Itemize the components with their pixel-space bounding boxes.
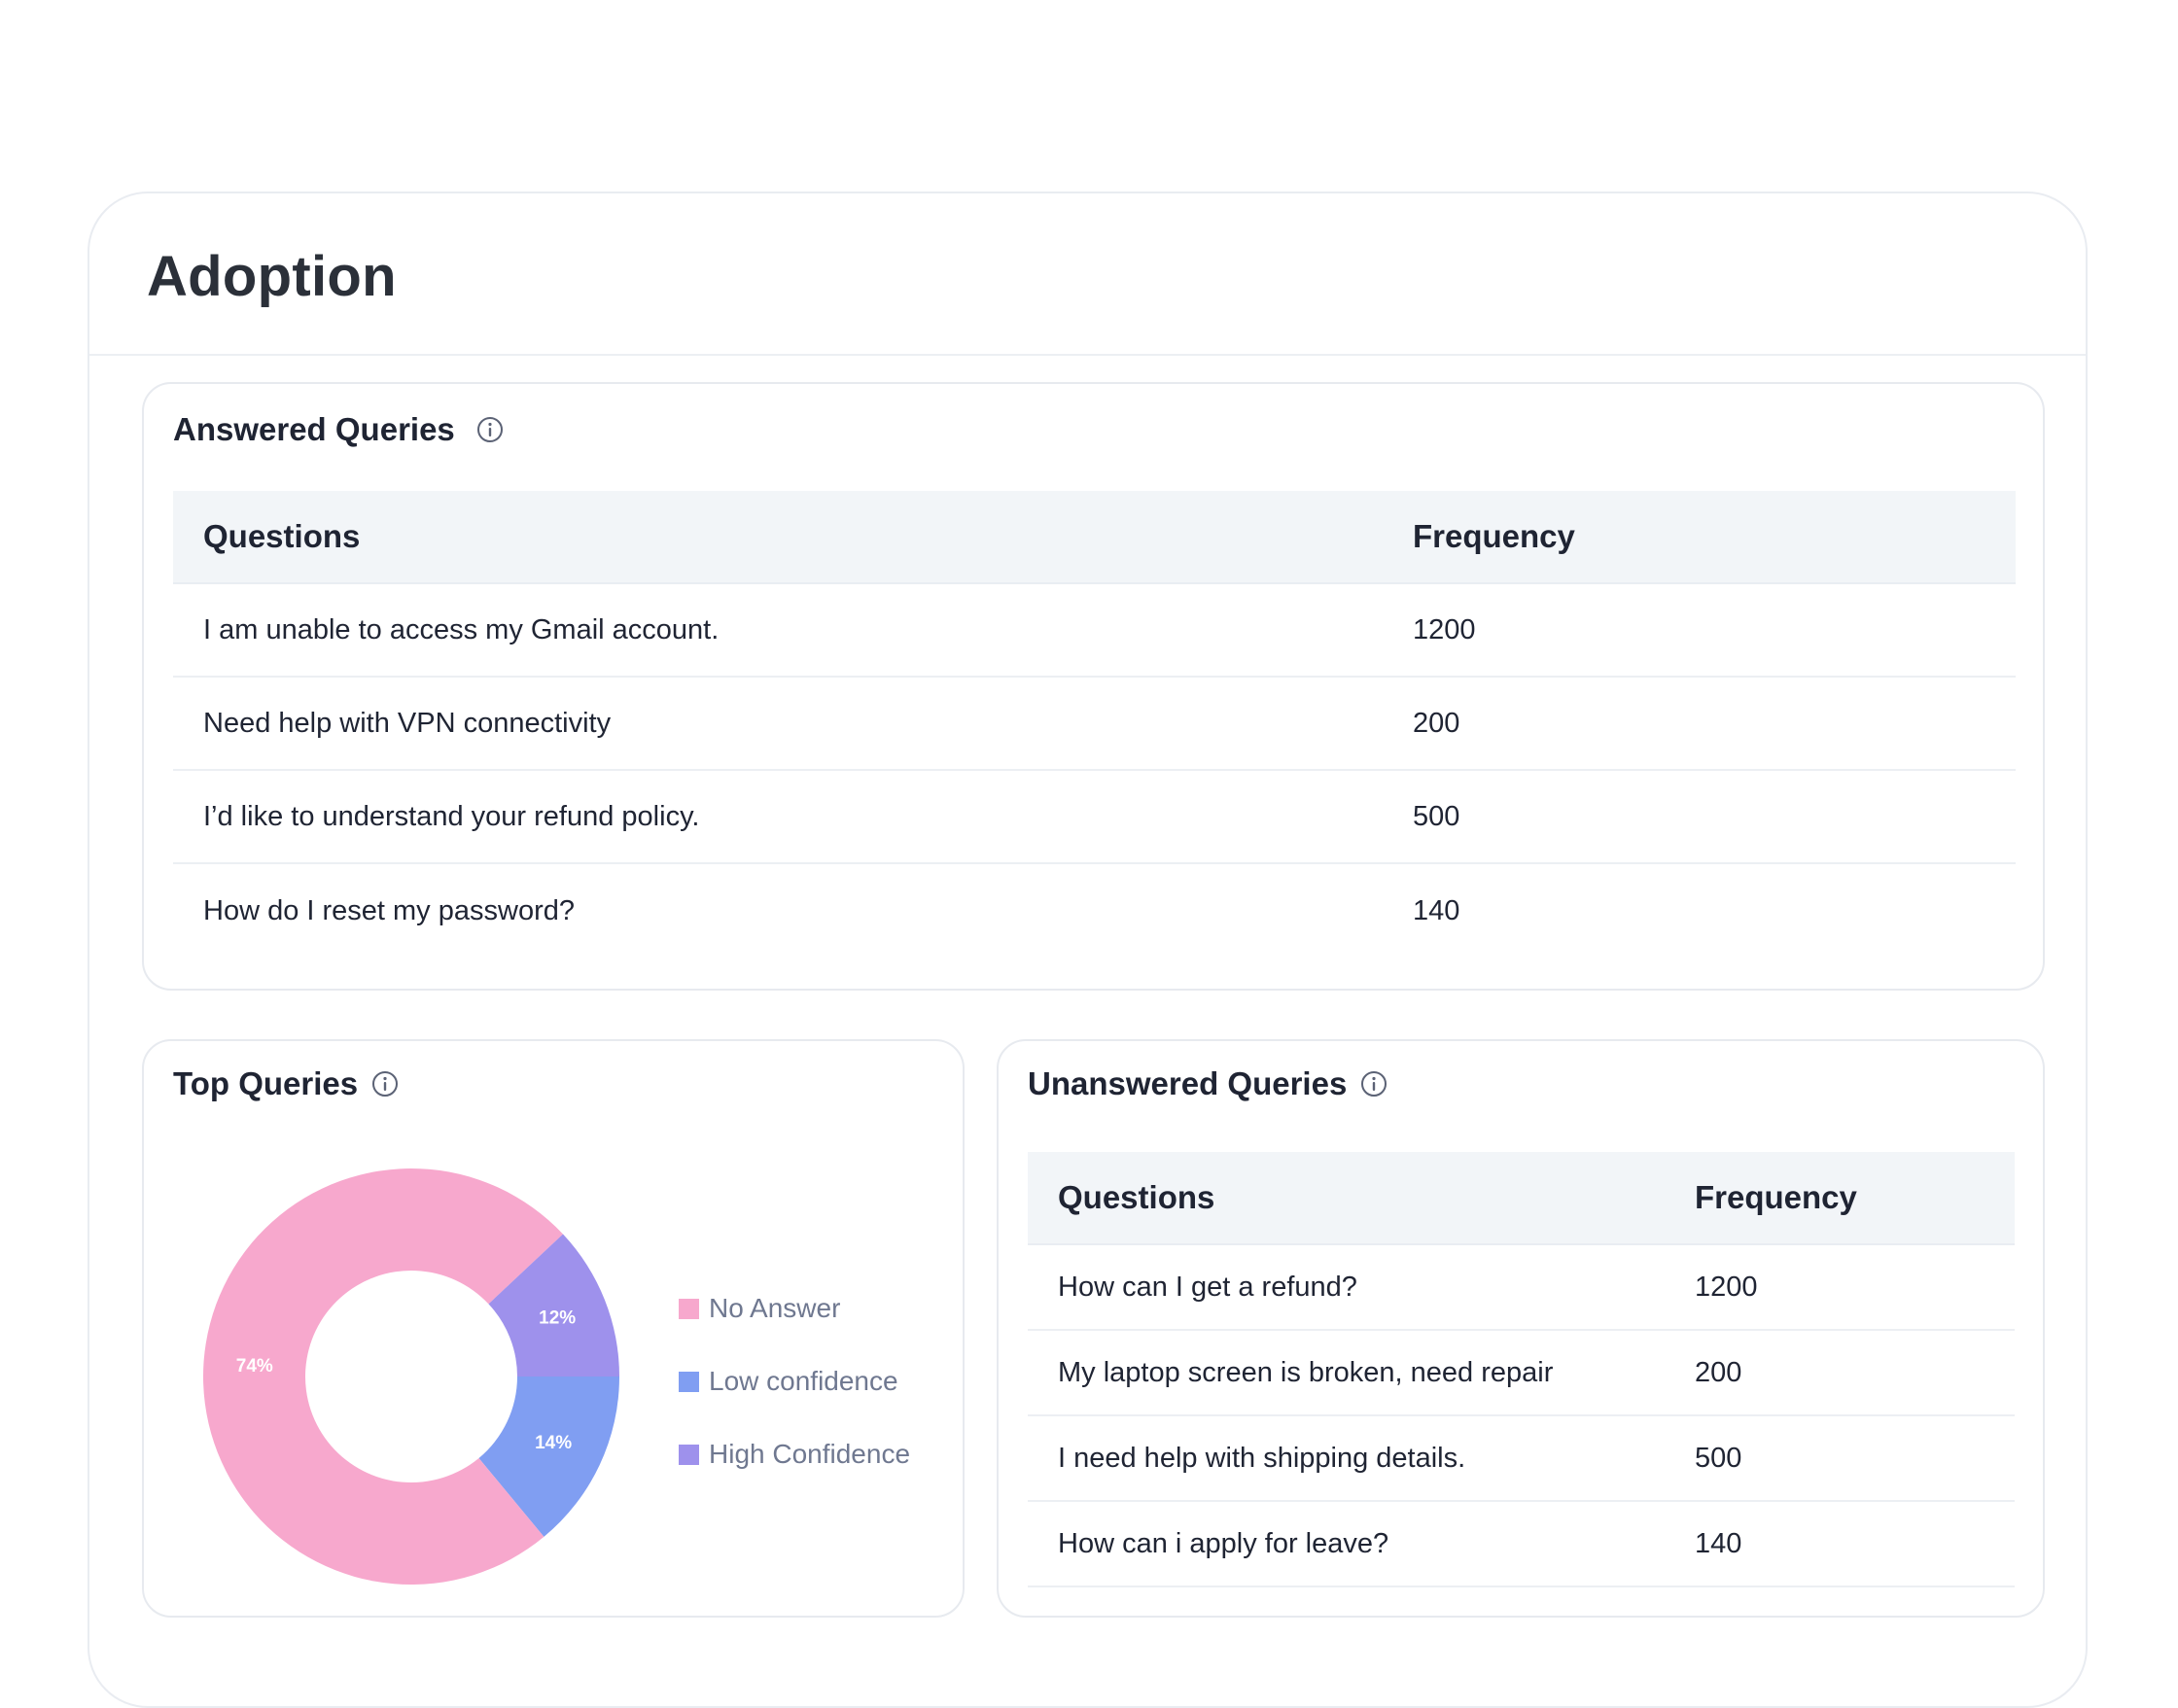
legend-item-no-answer[interactable]: No Answer — [679, 1289, 910, 1328]
table-row[interactable]: I need help with shipping details. 500 — [1028, 1416, 2015, 1502]
page-title: Adoption — [147, 245, 397, 308]
question-cell: How do I reset my password? — [203, 894, 575, 926]
unanswered-queries-panel: Unanswered Queries Questions Frequency H… — [997, 1039, 2045, 1618]
table-row[interactable]: My laptop screen is broken, need repair … — [1028, 1331, 2015, 1416]
donut-chart: 14% 74% 12% — [202, 1168, 619, 1585]
frequency-cell: 1200 — [1695, 1271, 1758, 1303]
donut-slice-no-answer[interactable] — [202, 1168, 563, 1585]
donut-slice-low-confidence[interactable] — [478, 1377, 619, 1537]
frequency-cell: 200 — [1695, 1356, 1742, 1388]
answered-queries-panel: Answered Queries Questions Frequency I a… — [142, 382, 2045, 991]
legend-label: Low confidence — [709, 1366, 898, 1396]
column-header-frequency: Frequency — [1413, 518, 1575, 554]
column-header-questions: Questions — [1058, 1179, 1215, 1215]
donut-value-label: 74% — [236, 1356, 273, 1377]
legend-label: High Confidence — [709, 1439, 911, 1469]
frequency-cell: 200 — [1413, 707, 1460, 739]
top-queries-header: Top Queries — [173, 1065, 399, 1102]
table-header-row: Questions Frequency — [1028, 1152, 2015, 1245]
legend-item-high-confidence[interactable]: High Confidence — [679, 1435, 910, 1474]
table-header-row: Questions Frequency — [173, 491, 2016, 584]
frequency-cell: 500 — [1413, 800, 1460, 832]
unanswered-queries-header: Unanswered Queries — [1028, 1065, 1388, 1102]
frequency-cell: 1200 — [1413, 613, 1476, 645]
legend-swatch — [679, 1444, 699, 1465]
answered-queries-title: Answered Queries — [173, 411, 455, 447]
legend-label: No Answer — [709, 1293, 841, 1323]
table-row[interactable]: How can I get a refund? 1200 — [1028, 1245, 2015, 1331]
info-icon[interactable] — [476, 416, 504, 443]
column-header-questions: Questions — [203, 518, 361, 554]
info-icon[interactable] — [371, 1070, 399, 1098]
frequency-cell: 140 — [1695, 1527, 1742, 1559]
unanswered-queries-title: Unanswered Queries — [1028, 1065, 1348, 1101]
question-cell: Need help with VPN connectivity — [203, 707, 612, 739]
table-row[interactable]: How do I reset my password? 140 — [173, 864, 2016, 958]
legend-item-low-confidence[interactable]: Low confidence — [679, 1362, 910, 1401]
unanswered-queries-table: Questions Frequency How can I get a refu… — [1028, 1152, 2015, 1587]
frequency-cell: 140 — [1413, 894, 1460, 926]
question-cell: I am unable to access my Gmail account. — [203, 613, 720, 645]
info-icon[interactable] — [1360, 1070, 1388, 1098]
table-row[interactable]: Need help with VPN connectivity 200 — [173, 678, 2016, 771]
question-cell: How can i apply for leave? — [1058, 1527, 1389, 1559]
table-row[interactable]: How can i apply for leave? 140 — [1028, 1502, 2015, 1587]
question-cell: I’d like to understand your refund polic… — [203, 800, 700, 832]
table-row[interactable]: I am unable to access my Gmail account. … — [173, 584, 2016, 678]
question-cell: How can I get a refund? — [1058, 1271, 1357, 1303]
legend-swatch — [679, 1371, 699, 1392]
top-queries-title: Top Queries — [173, 1065, 359, 1101]
table-row[interactable]: I’d like to understand your refund polic… — [173, 771, 2016, 864]
frequency-cell: 500 — [1695, 1442, 1742, 1474]
answered-queries-table: Questions Frequency I am unable to acces… — [173, 491, 2016, 958]
legend-swatch — [679, 1298, 699, 1319]
column-header-frequency: Frequency — [1695, 1179, 1857, 1215]
top-queries-panel: Top Queries 14% 74% 12% No Answer Low conf… — [142, 1039, 965, 1618]
question-cell: My laptop screen is broken, need repair — [1058, 1356, 1554, 1388]
question-cell: I need help with shipping details. — [1058, 1442, 1466, 1474]
chart-legend: No Answer Low confidence High Confidence — [679, 1289, 910, 1508]
adoption-card: Adoption Answered Queries Questions Freq… — [88, 192, 2088, 1708]
donut-value-label: 12% — [539, 1308, 576, 1329]
title-divider — [89, 354, 2086, 356]
answered-queries-header: Answered Queries — [173, 411, 504, 448]
donut-value-label: 14% — [535, 1433, 572, 1453]
donut-slice-high-confidence[interactable] — [488, 1234, 619, 1377]
